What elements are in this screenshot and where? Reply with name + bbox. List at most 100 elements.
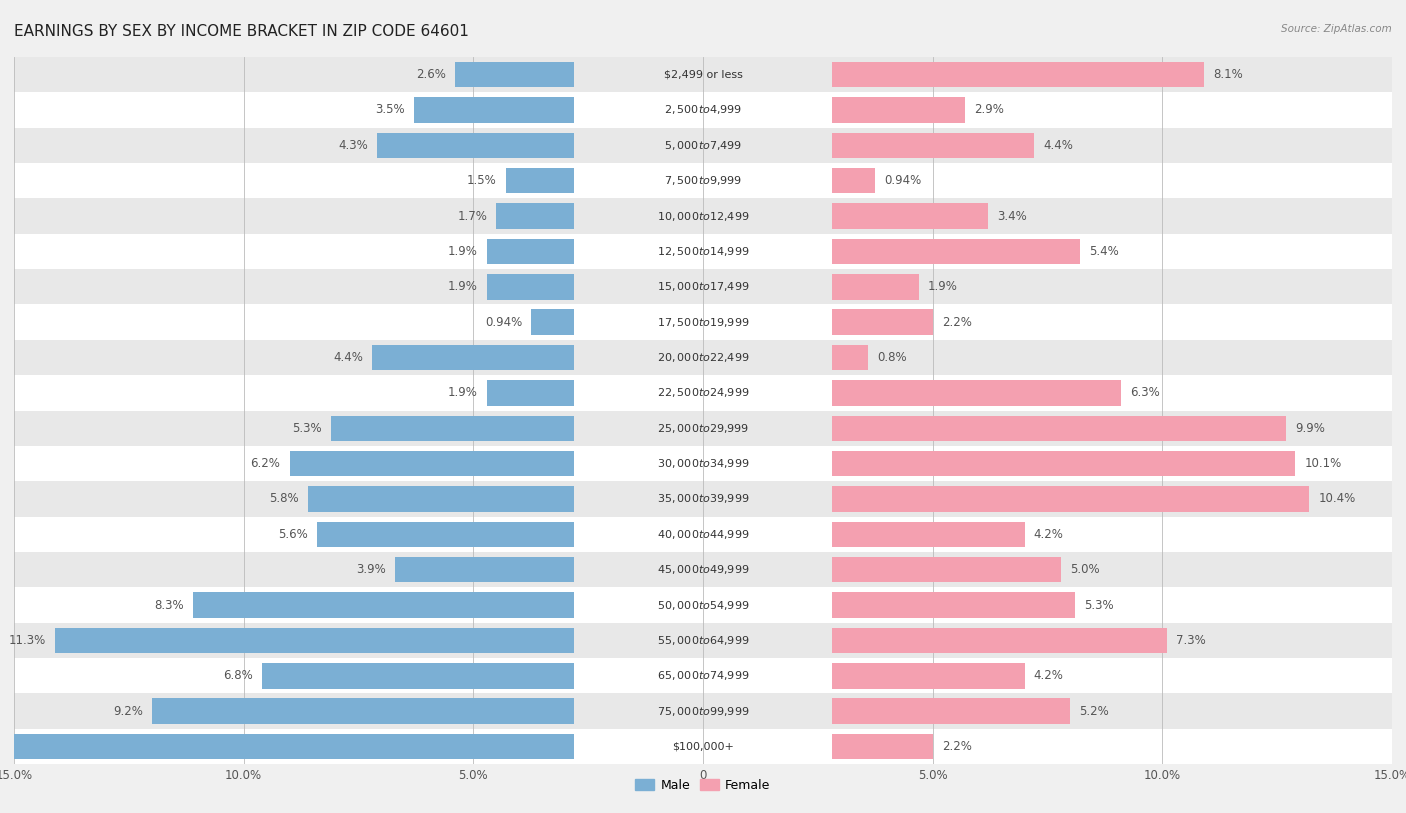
- Bar: [831, 451, 1295, 476]
- Bar: [831, 486, 1309, 511]
- Text: $5,000 to $7,499: $5,000 to $7,499: [664, 139, 742, 152]
- Bar: [14, 340, 1392, 375]
- Bar: [831, 274, 920, 299]
- Text: 3.5%: 3.5%: [375, 103, 405, 116]
- Bar: [831, 628, 1167, 653]
- Text: 0.94%: 0.94%: [485, 315, 522, 328]
- Bar: [831, 380, 1121, 406]
- Bar: [831, 239, 1080, 264]
- Bar: [486, 274, 575, 299]
- Bar: [831, 98, 965, 123]
- Bar: [14, 552, 1392, 587]
- Bar: [831, 133, 1033, 158]
- Text: 2.6%: 2.6%: [416, 68, 446, 81]
- Text: 1.9%: 1.9%: [449, 245, 478, 258]
- Bar: [373, 345, 575, 370]
- Bar: [152, 698, 575, 724]
- Text: 2.2%: 2.2%: [942, 740, 972, 753]
- Bar: [14, 659, 1392, 693]
- Text: 1.9%: 1.9%: [928, 280, 957, 293]
- Text: 9.9%: 9.9%: [1295, 422, 1326, 435]
- Bar: [831, 698, 1070, 724]
- Text: 6.8%: 6.8%: [224, 669, 253, 682]
- Bar: [486, 239, 575, 264]
- Bar: [308, 486, 575, 511]
- Bar: [831, 557, 1062, 582]
- Text: $50,000 to $54,999: $50,000 to $54,999: [657, 598, 749, 611]
- Bar: [506, 168, 575, 193]
- Bar: [262, 663, 575, 689]
- Bar: [193, 593, 575, 618]
- Bar: [14, 446, 1392, 481]
- Text: 5.3%: 5.3%: [1084, 598, 1114, 611]
- Text: $45,000 to $49,999: $45,000 to $49,999: [657, 563, 749, 576]
- Bar: [496, 203, 575, 228]
- Bar: [14, 233, 1392, 269]
- Text: $2,500 to $4,999: $2,500 to $4,999: [664, 103, 742, 116]
- Legend: Male, Female: Male, Female: [630, 774, 776, 797]
- Text: 5.8%: 5.8%: [269, 493, 299, 506]
- Bar: [531, 310, 575, 335]
- Bar: [831, 310, 932, 335]
- Text: $25,000 to $29,999: $25,000 to $29,999: [657, 422, 749, 435]
- Bar: [14, 623, 1392, 659]
- Text: $65,000 to $74,999: $65,000 to $74,999: [657, 669, 749, 682]
- Text: 5.3%: 5.3%: [292, 422, 322, 435]
- Text: 0.94%: 0.94%: [884, 174, 921, 187]
- Bar: [831, 734, 932, 759]
- Text: 5.0%: 5.0%: [1070, 563, 1099, 576]
- Text: $15,000 to $17,499: $15,000 to $17,499: [657, 280, 749, 293]
- Text: $2,499 or less: $2,499 or less: [664, 70, 742, 80]
- Text: $12,500 to $14,999: $12,500 to $14,999: [657, 245, 749, 258]
- Bar: [14, 304, 1392, 340]
- Text: 0.8%: 0.8%: [877, 351, 907, 364]
- Text: 8.1%: 8.1%: [1213, 68, 1243, 81]
- Bar: [14, 269, 1392, 304]
- Text: $17,500 to $19,999: $17,500 to $19,999: [657, 315, 749, 328]
- Bar: [14, 376, 1392, 411]
- Bar: [14, 693, 1392, 729]
- Text: 10.4%: 10.4%: [1319, 493, 1355, 506]
- Text: 3.4%: 3.4%: [997, 210, 1026, 223]
- Bar: [14, 128, 1392, 163]
- Bar: [831, 415, 1286, 441]
- Bar: [413, 98, 575, 123]
- Text: 11.3%: 11.3%: [8, 634, 46, 647]
- Text: 6.3%: 6.3%: [1130, 386, 1160, 399]
- Text: 4.2%: 4.2%: [1033, 669, 1063, 682]
- Text: EARNINGS BY SEX BY INCOME BRACKET IN ZIP CODE 64601: EARNINGS BY SEX BY INCOME BRACKET IN ZIP…: [14, 24, 470, 39]
- Text: 6.2%: 6.2%: [250, 457, 280, 470]
- Bar: [486, 380, 575, 406]
- Text: 7.3%: 7.3%: [1175, 634, 1206, 647]
- Bar: [456, 62, 575, 87]
- Bar: [14, 481, 1392, 517]
- Bar: [290, 451, 575, 476]
- Bar: [318, 522, 575, 547]
- Text: 5.4%: 5.4%: [1088, 245, 1119, 258]
- Bar: [55, 628, 575, 653]
- Text: 3.9%: 3.9%: [356, 563, 387, 576]
- Bar: [14, 587, 1392, 623]
- Bar: [14, 729, 1392, 764]
- Bar: [395, 557, 575, 582]
- Text: 4.2%: 4.2%: [1033, 528, 1063, 541]
- Text: $10,000 to $12,499: $10,000 to $12,499: [657, 210, 749, 223]
- Text: $20,000 to $22,499: $20,000 to $22,499: [657, 351, 749, 364]
- Text: 4.3%: 4.3%: [337, 139, 368, 152]
- Bar: [831, 203, 988, 228]
- Text: $22,500 to $24,999: $22,500 to $24,999: [657, 386, 749, 399]
- Text: $40,000 to $44,999: $40,000 to $44,999: [657, 528, 749, 541]
- Bar: [831, 168, 875, 193]
- Text: Source: ZipAtlas.com: Source: ZipAtlas.com: [1281, 24, 1392, 34]
- Bar: [330, 415, 575, 441]
- Text: 5.6%: 5.6%: [278, 528, 308, 541]
- Bar: [14, 517, 1392, 552]
- Text: 1.9%: 1.9%: [449, 386, 478, 399]
- Bar: [14, 57, 1392, 92]
- Text: 10.1%: 10.1%: [1305, 457, 1341, 470]
- Text: 1.9%: 1.9%: [449, 280, 478, 293]
- Bar: [831, 593, 1076, 618]
- Text: 4.4%: 4.4%: [333, 351, 363, 364]
- Text: 1.5%: 1.5%: [467, 174, 496, 187]
- Text: 1.7%: 1.7%: [457, 210, 486, 223]
